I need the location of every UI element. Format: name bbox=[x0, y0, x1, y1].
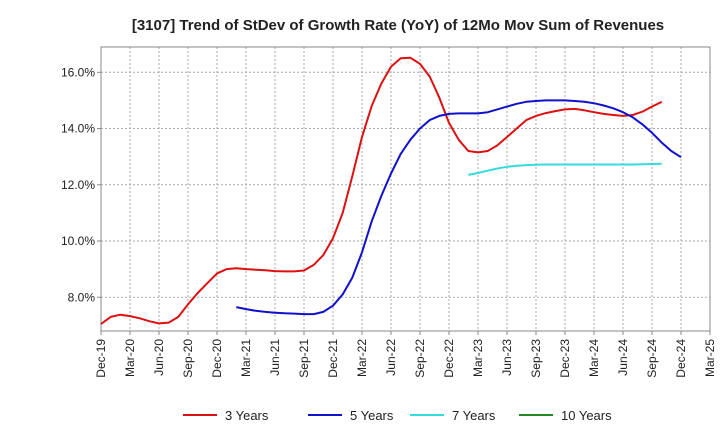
y-tick-label: 12.0% bbox=[61, 178, 95, 192]
y-tick-label: 14.0% bbox=[61, 122, 95, 136]
y-tick-label: 8.0% bbox=[68, 290, 96, 304]
plot-frame bbox=[100, 46, 711, 332]
legend-item-7-years: 7 Years bbox=[410, 408, 496, 423]
legend-label: 5 Years bbox=[350, 408, 394, 423]
x-tick-label: Dec-21 bbox=[326, 339, 340, 378]
x-tick-label: Dec-19 bbox=[94, 339, 108, 378]
x-tick-label: Mar-24 bbox=[587, 339, 601, 377]
x-tick-label: Mar-22 bbox=[355, 339, 369, 377]
x-tick-label: Sep-22 bbox=[413, 339, 427, 378]
x-tick-label: Jun-21 bbox=[268, 339, 282, 376]
legend-label: 3 Years bbox=[225, 408, 269, 423]
x-tick-label: Sep-23 bbox=[529, 339, 543, 378]
x-tick-label: Mar-23 bbox=[471, 339, 485, 377]
legend-label: 7 Years bbox=[452, 408, 496, 423]
x-tick-label: Dec-20 bbox=[210, 339, 224, 378]
legend-label: 10 Years bbox=[561, 408, 612, 423]
series-line-5-years bbox=[236, 99, 682, 316]
y-axis: 8.0% 10.0% 12.0% 14.0% 16.0% bbox=[61, 65, 101, 304]
x-axis: Dec-19 Mar-20 Jun-20 Sep-20 Dec-20 Mar-21 Jun-… bbox=[94, 331, 717, 378]
x-tick-label: Mar-25 bbox=[703, 339, 717, 377]
x-tick-label: Dec-23 bbox=[558, 339, 572, 378]
x-tick-label: Sep-24 bbox=[645, 339, 659, 378]
x-tick-label: Mar-20 bbox=[123, 339, 137, 377]
legend-item-3-years: 3 Years bbox=[183, 408, 269, 423]
series-lines bbox=[100, 56, 682, 325]
chart-title: [3107] Trend of StDev of Growth Rate (Yo… bbox=[132, 17, 664, 34]
y-tick-label: 16.0% bbox=[61, 65, 95, 79]
legend-item-5-years: 5 Years bbox=[308, 408, 394, 423]
x-tick-label: Jun-24 bbox=[616, 339, 630, 376]
legend-item-10-years: 10 Years bbox=[519, 408, 612, 423]
series-line-7-years bbox=[468, 162, 662, 176]
x-tick-label: Sep-21 bbox=[297, 339, 311, 378]
x-tick-label: Dec-22 bbox=[442, 339, 456, 378]
x-tick-label: Jun-22 bbox=[384, 339, 398, 376]
x-tick-label: Jun-20 bbox=[152, 339, 166, 376]
x-tick-label: Jun-23 bbox=[500, 339, 514, 376]
x-tick-label: Mar-21 bbox=[239, 339, 253, 377]
x-tick-label: Sep-20 bbox=[181, 339, 195, 378]
series-line-3-years bbox=[100, 56, 663, 325]
y-tick-label: 10.0% bbox=[61, 234, 95, 248]
x-tick-label: Dec-24 bbox=[674, 339, 688, 378]
grid bbox=[101, 47, 710, 331]
legend: 3 Years 5 Years 7 Years 10 Years bbox=[183, 408, 612, 423]
